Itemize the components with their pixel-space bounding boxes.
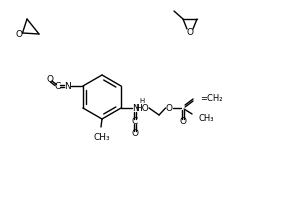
Text: =CH₂: =CH₂: [200, 94, 222, 102]
Text: C: C: [132, 116, 138, 125]
Text: O: O: [132, 128, 138, 138]
Text: N: N: [132, 103, 138, 112]
Text: CH₃: CH₃: [94, 133, 110, 142]
Text: N: N: [65, 82, 71, 90]
Text: C: C: [55, 82, 61, 90]
Text: HO: HO: [135, 103, 149, 112]
Text: O: O: [180, 116, 187, 125]
Text: CH₃: CH₃: [198, 113, 213, 123]
Text: O: O: [187, 28, 193, 36]
Text: O: O: [166, 103, 173, 112]
Text: O: O: [16, 30, 22, 38]
Text: O: O: [46, 74, 54, 84]
Text: H: H: [139, 98, 144, 104]
